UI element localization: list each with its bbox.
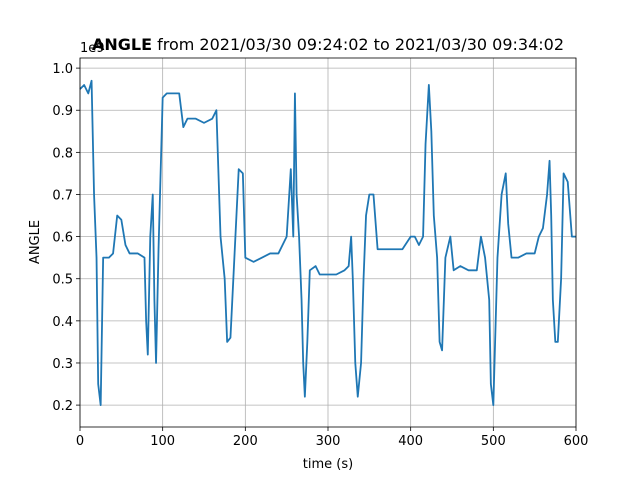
x-tick-label: 300: [316, 434, 341, 449]
x-tick-label: 500: [481, 434, 506, 449]
data-line: [79, 79, 576, 406]
y-tick-label: 0.2: [52, 399, 73, 414]
y-offset-text: 1e9: [80, 41, 105, 56]
y-tick-label: 0.9: [52, 104, 73, 119]
y-tick-label: 1.0: [52, 62, 73, 77]
x-tick-label: 100: [150, 434, 175, 449]
plot-area: [79, 58, 577, 427]
title-bold: ANGLE: [92, 35, 152, 54]
chart-title: ANGLE from 2021/03/30 09:24:02 to 2021/0…: [92, 35, 564, 54]
y-tick-label: 0.6: [52, 231, 73, 246]
y-tick-label: 0.3: [52, 357, 73, 372]
y-tick-label: 0.4: [52, 315, 73, 330]
x-tick-label: 0: [76, 434, 84, 449]
x-tick-label: 200: [233, 434, 258, 449]
x-tick-label: 400: [398, 434, 423, 449]
y-tick-label: 0.7: [52, 188, 73, 203]
y-tick-label: 0.8: [52, 146, 73, 161]
y-tick-label: 0.5: [52, 273, 73, 288]
x-tick-label: 600: [564, 434, 589, 449]
title-rest: from 2021/03/30 09:24:02 to 2021/03/30 0…: [157, 35, 564, 54]
x-axis-label: time (s): [303, 457, 353, 472]
y-axis-label: ANGLE: [28, 220, 43, 264]
